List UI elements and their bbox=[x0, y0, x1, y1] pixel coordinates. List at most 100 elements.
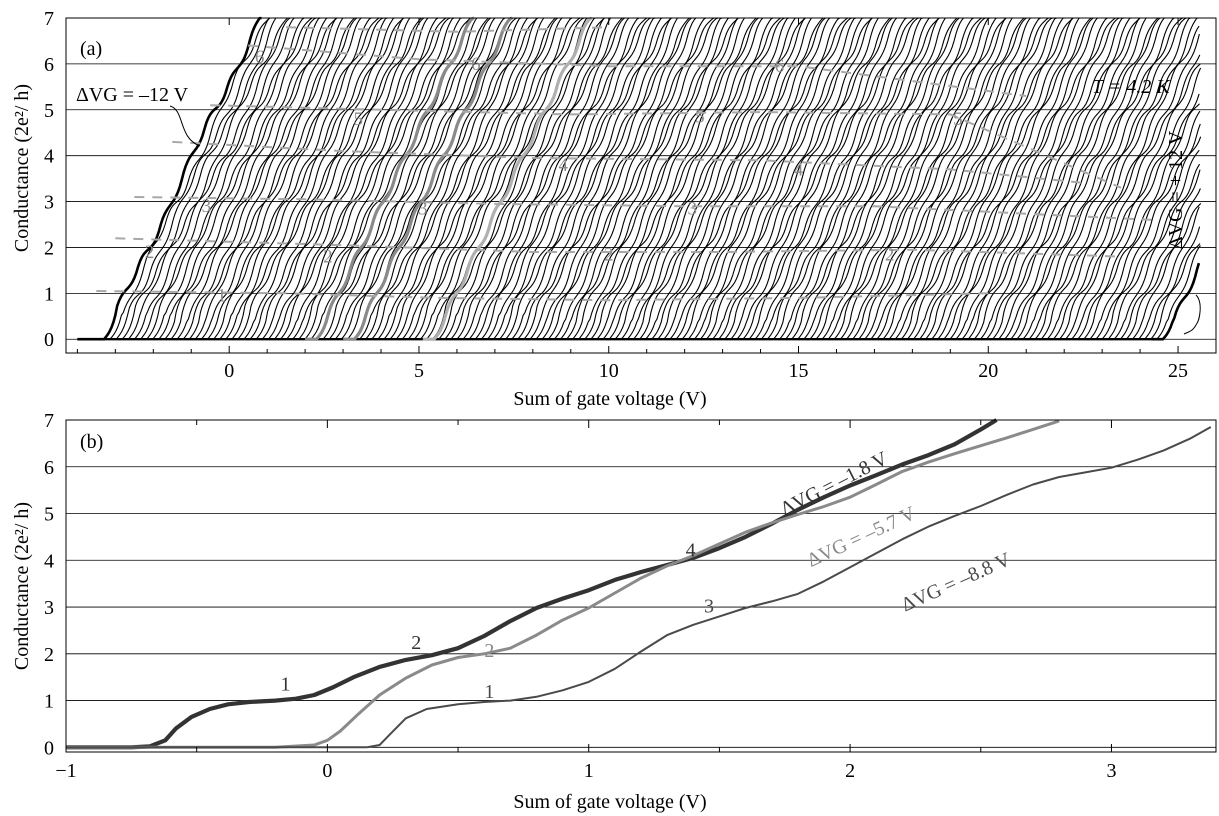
trace bbox=[287, 17, 455, 340]
y-tick-label: 5 bbox=[44, 504, 54, 526]
temperature-annotation: T = 4.2 K bbox=[1092, 76, 1171, 98]
trace bbox=[956, 17, 1124, 340]
panel-a-plateau-labels: 1 2 2 2 2 3 3 3 4 4 5 5 5 6 6 6 bbox=[145, 47, 963, 307]
trace bbox=[628, 17, 798, 340]
right-trace-bracket bbox=[1183, 294, 1201, 335]
trace bbox=[244, 17, 411, 340]
trace bbox=[524, 17, 692, 340]
x-tick-label: 25 bbox=[1168, 360, 1188, 382]
trace bbox=[317, 17, 489, 340]
trace bbox=[999, 17, 1165, 340]
plateau-guide bbox=[286, 26, 609, 33]
plateau-label: 3 bbox=[418, 198, 428, 219]
trace bbox=[1090, 136, 1202, 340]
trace bbox=[390, 17, 559, 340]
trace bbox=[116, 17, 289, 340]
y-tick-label: 0 bbox=[44, 737, 54, 759]
series-line bbox=[66, 419, 1060, 749]
panel-a-frame bbox=[65, 17, 1217, 354]
plateau-label: 3 bbox=[704, 596, 714, 618]
x-tick-label: 20 bbox=[978, 360, 998, 382]
trace bbox=[536, 17, 707, 340]
trace bbox=[500, 17, 672, 340]
panel-a-plateau-guides bbox=[96, 26, 1152, 302]
plateau-label: 2 bbox=[145, 242, 155, 263]
trace bbox=[1017, 17, 1187, 340]
trace bbox=[695, 17, 864, 340]
trace bbox=[165, 17, 337, 340]
trace bbox=[932, 17, 1098, 340]
trace bbox=[183, 17, 355, 340]
trace bbox=[835, 17, 1007, 340]
trace bbox=[476, 17, 648, 340]
trace bbox=[908, 17, 1074, 340]
trace bbox=[1115, 188, 1201, 340]
trace bbox=[768, 17, 940, 340]
left-trace-annotation: ΔVG = –12 V bbox=[76, 84, 189, 106]
trace bbox=[944, 17, 1116, 340]
trace bbox=[1127, 206, 1200, 340]
trace bbox=[372, 17, 538, 340]
y-tick-label: 5 bbox=[44, 100, 54, 122]
trace bbox=[445, 17, 612, 340]
panel-b-x-axis-label: Sum of gate voltage (V) bbox=[513, 791, 706, 813]
series-line bbox=[66, 426, 1212, 749]
trace bbox=[378, 17, 545, 340]
trace bbox=[98, 17, 270, 340]
panel-a-x-axis-label: Sum of gate voltage (V) bbox=[513, 388, 706, 410]
trace bbox=[299, 17, 471, 340]
series-label: ΔVG = –8.8 V bbox=[898, 548, 1014, 616]
plateau-guide bbox=[172, 140, 1088, 185]
trace bbox=[141, 17, 313, 340]
trace bbox=[603, 17, 774, 340]
trace bbox=[597, 17, 764, 340]
x-tick-label: 3 bbox=[1106, 760, 1116, 782]
plateau-label: 5 bbox=[695, 107, 705, 128]
plateau-label: 6 bbox=[255, 47, 265, 68]
trace bbox=[968, 17, 1141, 340]
trace bbox=[214, 17, 384, 340]
y-tick-label: 1 bbox=[44, 691, 54, 713]
trace bbox=[1005, 17, 1175, 340]
plateau-label: 3 bbox=[202, 196, 212, 217]
trace bbox=[336, 17, 506, 340]
trace bbox=[530, 17, 697, 340]
trace bbox=[847, 17, 1013, 340]
plateau-label: 4 bbox=[686, 540, 696, 562]
trace bbox=[232, 17, 404, 340]
trace bbox=[786, 17, 958, 340]
trace bbox=[220, 17, 388, 340]
trace bbox=[591, 17, 759, 340]
plateau-label: 2 bbox=[323, 247, 333, 268]
trace bbox=[482, 17, 652, 340]
right-trace-annotation: ΔVG = + 12 V bbox=[1165, 130, 1187, 249]
trace bbox=[701, 17, 873, 340]
plateau-guide bbox=[210, 104, 1122, 189]
trace bbox=[384, 17, 556, 340]
trace bbox=[427, 17, 597, 340]
y-tick-label: 6 bbox=[44, 457, 54, 479]
y-tick-label: 4 bbox=[44, 550, 54, 572]
y-tick-label: 2 bbox=[44, 237, 54, 259]
trace bbox=[670, 17, 840, 340]
trace bbox=[902, 17, 1074, 340]
trace bbox=[238, 17, 405, 340]
trace bbox=[816, 17, 986, 340]
trace bbox=[981, 17, 1147, 340]
x-tick-label: 2 bbox=[845, 760, 855, 782]
y-tick-label: 2 bbox=[44, 644, 54, 666]
trace bbox=[396, 17, 563, 340]
x-tick-label: 0 bbox=[322, 760, 332, 782]
plateau-label: 2 bbox=[411, 632, 421, 654]
trace bbox=[77, 16, 262, 341]
trace bbox=[457, 17, 626, 340]
trace bbox=[348, 17, 518, 340]
trace bbox=[567, 17, 739, 340]
trace bbox=[1060, 67, 1202, 340]
trace bbox=[920, 17, 1092, 340]
trace bbox=[1108, 169, 1201, 340]
trace bbox=[208, 17, 380, 340]
